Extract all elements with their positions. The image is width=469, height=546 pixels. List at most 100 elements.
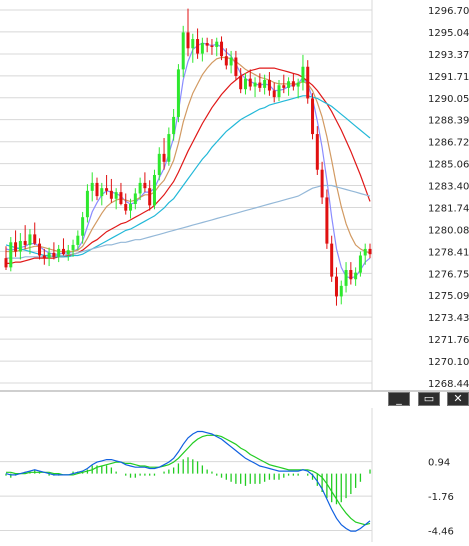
candle-body [148,188,152,206]
candle-body [129,204,133,211]
candle-body [38,243,42,256]
price-tick-label: 1295.04 [428,28,469,39]
price-tick-label: 1276.75 [428,269,469,280]
candle-down [248,69,252,91]
candle-down [38,238,42,260]
price-tick-label: 1286.72 [428,138,469,149]
candle-up [229,50,233,74]
candle-body [138,182,142,194]
ma-line-ma-fast [5,42,371,279]
candle-up [129,198,133,219]
candle-down [267,72,271,96]
candle-down [234,50,238,80]
candle-up [133,188,137,210]
candle-body [9,242,13,268]
minimize-icon[interactable]: _ [388,392,410,406]
candle-up [358,251,362,277]
candle-up [363,243,367,265]
candle-body [205,42,209,46]
candle-up [354,267,358,286]
candle-down [4,246,8,271]
candle-body [215,41,219,47]
candle-up [253,77,257,98]
candle-body [339,285,343,297]
candle-body [363,248,367,256]
candle-body [167,134,171,162]
candle-down [105,174,109,195]
candle-body [224,56,228,66]
candle-down [205,37,209,53]
candle-body [119,192,123,205]
candle-up [100,182,104,206]
candle-body [143,182,147,189]
candle-body [186,32,190,49]
candle-body [181,32,185,70]
candle-body [114,192,118,199]
candle-body [311,98,315,135]
candle-down [14,230,18,257]
candle-up [152,169,156,210]
candle-body [291,81,295,87]
candle-body [152,174,156,206]
candle-up [167,127,171,166]
candle-body [306,66,310,99]
candle-body [263,79,267,88]
price-tick-label: 1293.37 [428,50,469,61]
candle-up [66,244,70,261]
candle-up [172,108,176,141]
candle-body [76,235,80,245]
candle-down [306,60,310,104]
candle-down [124,193,128,215]
candle-down [23,225,27,249]
candle-up [191,33,195,63]
candle-body [14,242,18,252]
candle-body [124,204,128,211]
price-tick-label: 1281.74 [428,203,469,214]
candle-body [162,153,166,162]
candle-body [229,57,233,66]
candle-body [47,252,51,259]
candle-body [90,182,94,191]
close-icon[interactable]: ✕ [447,392,469,406]
candle-down [282,74,286,94]
candle-body [354,272,358,280]
candle-body [18,240,22,252]
candle-body [133,193,137,205]
candle-down [325,189,329,249]
candle-body [100,188,104,197]
candle-down [52,242,56,260]
candle-up [301,54,305,91]
candle-down [196,28,200,59]
macd-tick-label: -1.76 [428,492,454,503]
restore-icon[interactable]: ▭ [418,392,440,406]
candle-down [315,126,319,175]
candle-up [90,172,94,202]
candle-body [85,190,89,218]
signal-line [6,434,371,526]
candle-down [61,238,65,256]
macd-tick-label: 0.94 [428,458,450,469]
candle-down [239,68,243,94]
candle-up [277,79,281,102]
candle-body [368,248,372,255]
candle-body [267,79,271,91]
candle-body [191,39,195,49]
candle-up [81,211,85,244]
macd-lines [5,430,371,532]
candle-body [272,90,276,98]
candle-body [61,248,65,255]
price-tick-label: 1290.05 [428,94,469,105]
price-tick-label: 1275.09 [428,291,469,302]
candle-body [315,134,319,170]
candle-body [358,255,362,273]
candle-body [172,116,176,135]
price-tick-label: 1296.70 [428,6,469,17]
candle-up [71,239,75,257]
candle-up [47,247,51,267]
candle-up [18,233,22,260]
candle-body [253,82,257,87]
candle-up [76,230,80,251]
price-tick-label: 1268.44 [428,379,469,390]
candle-body [243,78,247,90]
candle-body [196,39,200,54]
